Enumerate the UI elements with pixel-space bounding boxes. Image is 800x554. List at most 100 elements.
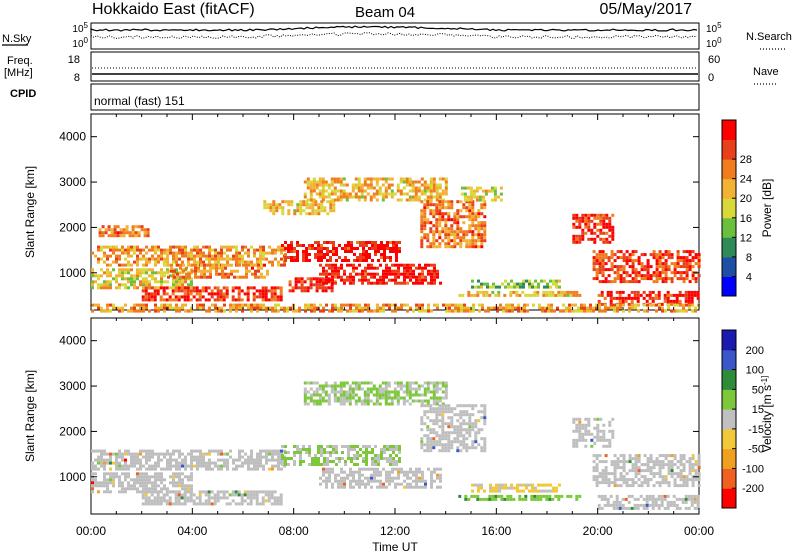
range-gate-cell xyxy=(144,289,148,293)
range-gate-cell xyxy=(531,486,534,490)
range-gate-cell xyxy=(456,230,460,234)
range-gate-cell xyxy=(519,489,522,493)
range-gate-cell xyxy=(184,280,187,284)
range-gate-cell xyxy=(264,298,268,302)
range-gate-cell xyxy=(604,256,608,260)
power-colorbar-tick-label: 8 xyxy=(746,252,752,264)
range-gate-cell xyxy=(350,445,353,448)
range-gate-cell xyxy=(593,240,597,244)
range-gate-cell xyxy=(603,296,607,300)
range-gate-cell xyxy=(423,390,427,394)
range-gate-cell xyxy=(139,309,142,313)
range-gate-cell xyxy=(133,286,136,290)
range-gate-cell xyxy=(633,503,637,507)
range-gate-cell xyxy=(444,221,448,225)
range-gate-cell xyxy=(447,446,451,450)
range-gate-cell xyxy=(320,259,323,262)
range-gate-cell xyxy=(616,466,620,470)
range-gate-cell xyxy=(323,206,327,210)
range-gate-cell xyxy=(474,434,478,438)
range-gate-cell xyxy=(462,203,466,207)
range-gate-cell xyxy=(643,268,647,272)
range-gate-cell xyxy=(309,198,313,202)
range-gate-cell xyxy=(533,293,537,297)
range-gate-cell xyxy=(679,475,683,479)
range-gate-cell xyxy=(468,215,472,219)
range-gate-cell xyxy=(450,239,454,243)
range-gate-cell xyxy=(231,490,235,494)
range-gate-cell xyxy=(447,431,451,435)
range-gate-cell xyxy=(477,209,481,213)
range-gate-cell xyxy=(157,458,160,462)
range-gate-cell xyxy=(333,396,337,400)
range-gate-cell xyxy=(438,236,442,240)
range-gate-cell xyxy=(427,281,430,285)
range-gate-cell xyxy=(213,292,217,296)
range-gate-cell xyxy=(466,198,470,202)
range-gate-cell xyxy=(317,241,320,244)
range-gate-cell xyxy=(153,502,157,506)
range-gate-cell xyxy=(91,472,94,476)
range-gate-cell xyxy=(584,429,588,433)
range-gate-cell xyxy=(217,467,220,471)
range-gate-cell xyxy=(317,250,320,253)
range-gate-cell xyxy=(333,393,337,397)
range-gate-cell xyxy=(675,296,679,300)
range-gate-cell xyxy=(267,298,271,302)
range-gate-cell xyxy=(652,256,656,260)
range-gate-cell xyxy=(347,457,350,460)
range-gate-cell xyxy=(500,494,504,498)
range-gate-cell xyxy=(259,254,262,258)
range-gate-cell xyxy=(479,290,483,294)
range-gate-cell xyxy=(287,457,290,460)
range-gate-cell xyxy=(634,469,638,473)
range-gate-cell xyxy=(356,256,359,259)
range-gate-cell xyxy=(631,303,634,307)
range-gate-cell xyxy=(456,215,460,219)
range-gate-cell xyxy=(199,303,202,307)
range-gate-cell xyxy=(142,283,145,287)
range-gate-cell xyxy=(298,306,301,310)
range-gate-cell xyxy=(447,434,451,438)
range-gate-cell xyxy=(147,502,151,506)
range-gate-cell xyxy=(380,247,383,250)
range-gate-cell xyxy=(127,245,130,249)
range-gate-cell xyxy=(165,286,169,290)
range-gate-cell xyxy=(510,483,513,487)
range-gate-cell xyxy=(548,494,552,498)
colorbar-swatch xyxy=(722,389,736,410)
range-gate-cell xyxy=(605,444,609,448)
range-gate-cell xyxy=(315,286,319,290)
range-gate-cell xyxy=(222,286,226,290)
range-gate-cell xyxy=(195,502,199,506)
range-gate-cell xyxy=(318,195,322,199)
range-gate-cell xyxy=(441,446,445,450)
range-gate-cell xyxy=(533,494,537,498)
range-gate-cell xyxy=(409,266,412,270)
range-gate-cell xyxy=(601,271,605,275)
range-gate-cell xyxy=(670,475,674,479)
range-gate-cell xyxy=(329,256,332,259)
range-gate-cell xyxy=(327,186,331,190)
range-gate-cell xyxy=(284,445,287,448)
range-gate-cell xyxy=(396,402,400,406)
range-gate-cell xyxy=(136,455,139,459)
range-gate-cell xyxy=(625,256,629,260)
range-gate-cell xyxy=(663,293,667,297)
range-gate-cell xyxy=(148,260,151,264)
range-gate-cell xyxy=(181,271,184,275)
range-gate-cell xyxy=(438,212,442,216)
range-gate-cell xyxy=(676,472,680,476)
range-gate-cell xyxy=(277,467,280,471)
range-gate-cell xyxy=(327,195,331,199)
range-gate-cell xyxy=(435,416,439,420)
range-gate-cell xyxy=(553,309,556,313)
range-gate-cell xyxy=(250,306,253,310)
range-gate-cell xyxy=(283,248,286,252)
range-gate-cell xyxy=(136,303,139,307)
range-gate-cell xyxy=(244,245,247,249)
range-gate-cell xyxy=(676,259,680,263)
range-gate-cell xyxy=(374,457,377,460)
range-gate-cell xyxy=(241,248,244,252)
range-gate-cell xyxy=(171,490,175,494)
